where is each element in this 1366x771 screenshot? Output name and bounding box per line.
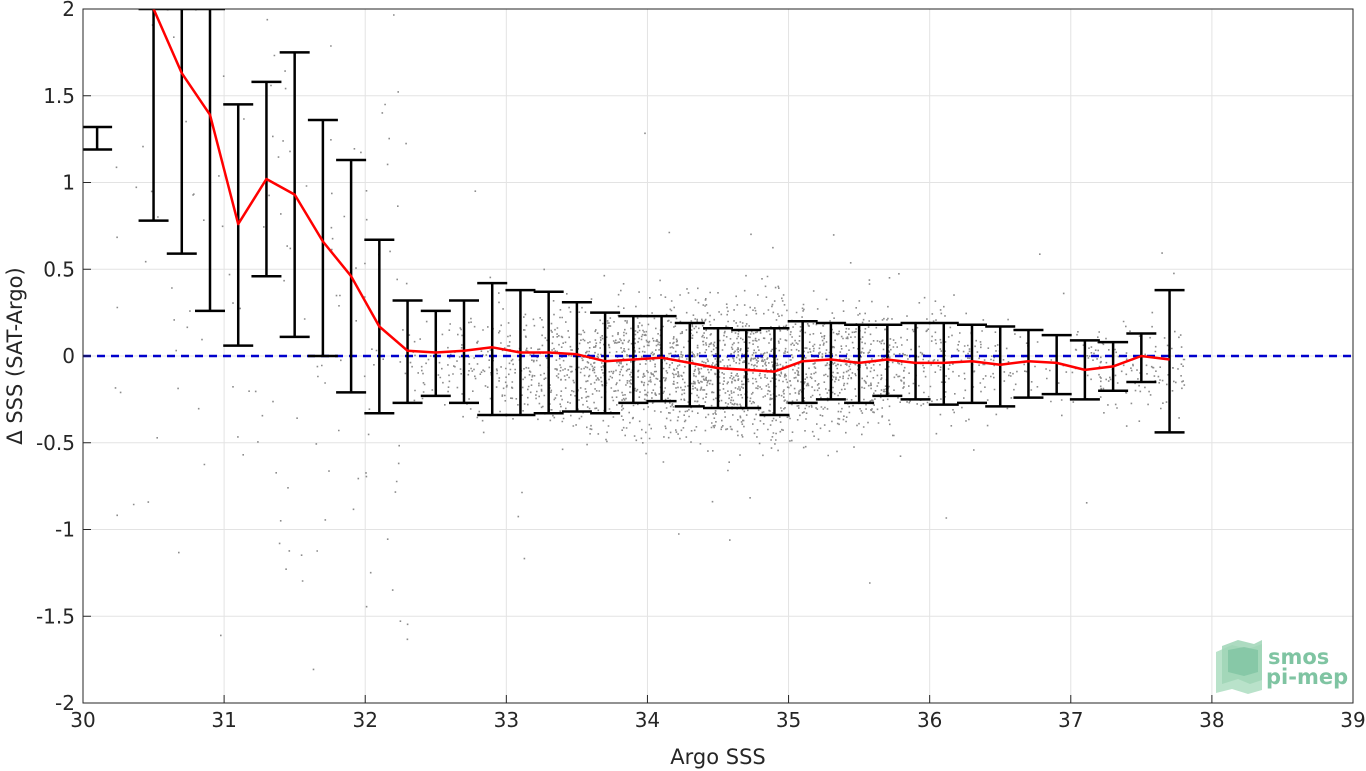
x-tick-label: 39: [1340, 708, 1365, 732]
logo-text-smos: smos: [1268, 645, 1329, 669]
error-bar: [166, 9, 197, 255]
error-bar: [985, 325, 1016, 408]
error-bar: [307, 118, 338, 358]
scatter-point-cloud: [114, 14, 1186, 671]
error-bar: [83, 125, 113, 151]
median-polyline: [152, 9, 1170, 373]
error-bar: [477, 281, 508, 417]
error-bar: [900, 321, 931, 401]
axis-ticks: 30 31 32 33 34 35 36 37 38 39 -2 -1.5 -1 -0.5 0 0.5 1 1.5…: [36, 0, 1366, 732]
x-tick-label: 34: [635, 708, 660, 732]
error-bar: [590, 311, 621, 415]
error-bar: [195, 9, 225, 313]
x-tick-label: 33: [494, 708, 519, 732]
y-tick-label: 1.5: [43, 84, 75, 108]
x-tick-label: 32: [352, 708, 377, 732]
error-bar: [561, 300, 592, 413]
median-line: [152, 9, 1170, 373]
y-tick-label: 0.5: [43, 257, 75, 281]
smos-pi-mep-logo: smos pi-mep: [1216, 640, 1348, 694]
error-bar: [1154, 288, 1185, 434]
error-bar: [815, 321, 846, 401]
y-tick-label: 0: [62, 344, 75, 368]
y-tick-label: 2: [62, 0, 75, 21]
x-axis-title: Argo SSS: [670, 745, 765, 769]
error-bar: [674, 321, 705, 408]
error-bar: [1126, 332, 1157, 384]
y-tick-label: -0.5: [36, 431, 75, 455]
error-bar: [1041, 333, 1072, 396]
x-tick-label: 31: [211, 708, 236, 732]
x-tick-label: 38: [1199, 708, 1224, 732]
y-tick-label: 1: [62, 171, 75, 195]
logo-text-pi-mep: pi-mep: [1266, 665, 1348, 689]
error-bar: [138, 9, 169, 222]
scatter-points: [114, 14, 1186, 671]
x-tick-label: 37: [1058, 708, 1083, 732]
logo-graphic-icon: [1216, 640, 1262, 694]
y-axis-title: Δ SSS (SAT-Argo): [3, 267, 27, 444]
x-tick-label: 35: [776, 708, 801, 732]
y-tick-label: -1.5: [36, 604, 75, 628]
y-tick-label: -1: [55, 518, 75, 542]
error-bar: [1013, 328, 1044, 399]
x-tick-label: 36: [917, 708, 942, 732]
x-tick-label: 30: [70, 708, 95, 732]
error-bar: [957, 323, 987, 405]
y-tick-label: -2: [55, 691, 75, 715]
